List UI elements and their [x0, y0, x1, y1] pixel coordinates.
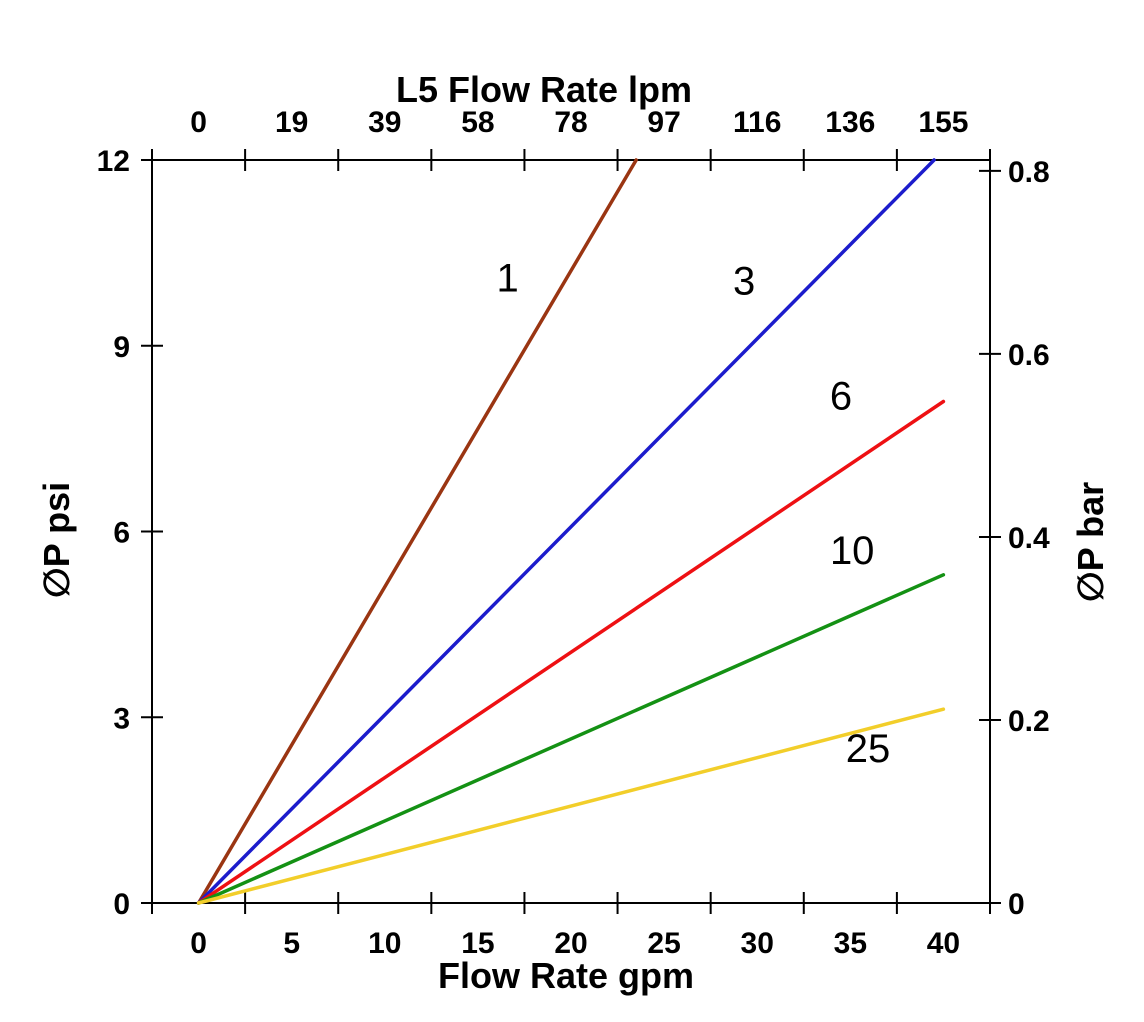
series-line-10-micron [196, 573, 946, 905]
series-label-10-micron: 10 [830, 529, 875, 573]
left-axis-tick-label: 12 [97, 145, 130, 178]
top-axis-tick-label: 58 [461, 106, 494, 139]
top-axis-tick-label: 116 [733, 106, 781, 139]
bottom-axis-tick-label: 15 [461, 927, 494, 960]
right-axis-tick-label: 0.8 [1008, 156, 1050, 189]
bottom-axis-tick-label: 30 [741, 927, 774, 960]
top-axis-tick-label: 39 [368, 106, 401, 139]
bottom-axis-tick-label: 0 [190, 927, 207, 960]
top-axis-tick-label: 19 [275, 106, 308, 139]
bottom-axis-tick-label: 10 [368, 927, 401, 960]
series-label-25-micron: 25 [846, 727, 891, 771]
bottom-axis-tick-label: 40 [927, 927, 960, 960]
left-axis-tick-label: 3 [113, 702, 130, 735]
right-axis-tick-label: 0.2 [1008, 705, 1050, 738]
right-axis-tick-label: 0.6 [1008, 339, 1050, 372]
series-line-6-micron [196, 399, 946, 905]
left-axis-tick-label: 0 [113, 888, 130, 921]
top-axis-tick-label: 136 [825, 106, 875, 139]
series-line-3-micron [196, 158, 936, 905]
bottom-axis-tick-label: 5 [283, 927, 300, 960]
bottom-axis-tick-label: 35 [834, 927, 867, 960]
top-axis-tick-label: 78 [554, 106, 587, 139]
top-axis-title: L5 Flow Rate lpm [395, 69, 693, 110]
bottom-axis-tick-label: 20 [554, 927, 587, 960]
bottom-axis-tick-label: 25 [647, 927, 680, 960]
series-label-1-micron: 1 [497, 257, 519, 301]
top-axis-tick-label: 97 [647, 106, 680, 139]
series-label-3-micron: 3 [733, 260, 755, 304]
left-axis-tick-label: 6 [113, 517, 130, 550]
top-axis-tick-label: 0 [190, 106, 207, 139]
bottom-axis-title: Flow Rate gpm [437, 955, 695, 996]
series-line-25-micron [196, 707, 946, 905]
series-label-6-micron: 6 [830, 374, 852, 418]
right-axis-tick-label: 0 [1008, 888, 1025, 921]
series-line-1-micron [196, 158, 638, 905]
right-axis-tick-label: 0.4 [1008, 522, 1050, 555]
left-axis-tick-label: 9 [113, 331, 130, 364]
top-axis-tick-label: 155 [918, 106, 968, 139]
